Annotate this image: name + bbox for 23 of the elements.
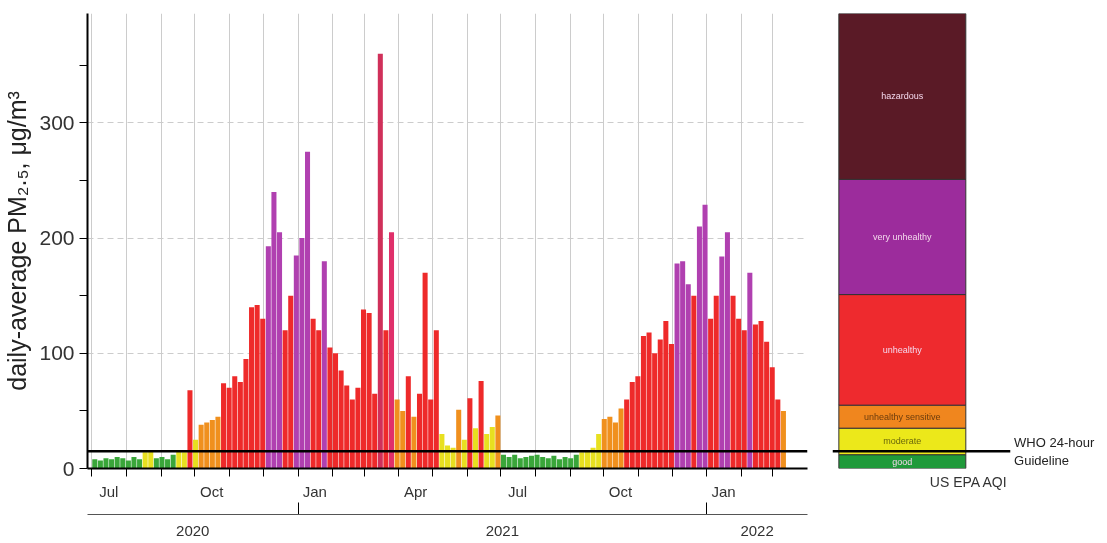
x-tick-label: Oct xyxy=(608,482,633,500)
x-tick-label: Jul xyxy=(99,482,119,500)
x-tick-label: Jul xyxy=(507,482,528,500)
series-label: unhealthy xyxy=(882,344,923,355)
x-tick-label: Jan xyxy=(302,482,327,500)
y-tick-label: 100 xyxy=(39,341,75,365)
series-label: very unhealthy xyxy=(873,231,933,242)
series-label: hazardous xyxy=(881,91,924,102)
y-tick-label: 0 xyxy=(62,456,75,480)
y-tick-label: 200 xyxy=(39,226,75,250)
x-tick-label: Oct xyxy=(200,482,225,500)
series-label: good xyxy=(892,456,913,467)
text: 2021 xyxy=(485,521,520,539)
x-tick-label: Apr xyxy=(403,482,428,500)
y-tick-label: 300 xyxy=(39,110,75,134)
ref-line-label: WHO 24-hour Guideline xyxy=(1014,434,1095,468)
text: 2022 xyxy=(740,521,774,539)
y-axis-title: daily-average PM₂.₅, μg/m³ xyxy=(3,91,32,391)
x-axis-title: US EPA AQI xyxy=(929,473,1007,490)
x-tick-label: Jan xyxy=(711,482,736,500)
series-label: moderate xyxy=(883,436,922,447)
series-label: unhealthy sensitive xyxy=(864,411,941,422)
text: 2020 xyxy=(176,521,210,539)
